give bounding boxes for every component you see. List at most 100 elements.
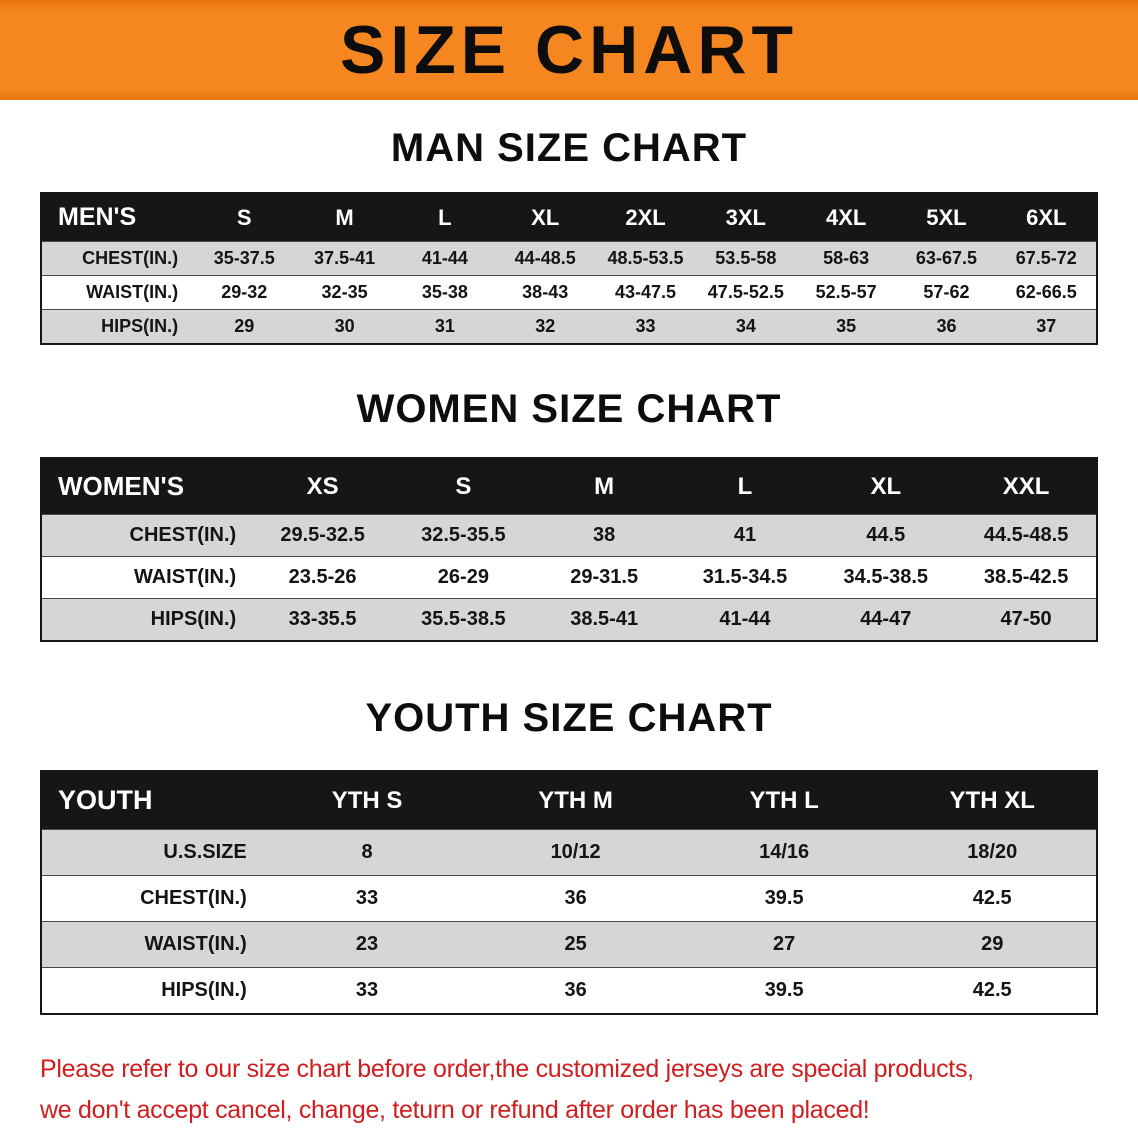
- value-cell: 23.5-26: [288, 566, 357, 588]
- size-header-cell: L: [674, 458, 816, 515]
- value-cell: 44-48.5: [514, 248, 576, 268]
- value-cell: 14/16: [759, 841, 810, 863]
- value-cell: 36: [564, 887, 587, 909]
- youth-size-chart-section: YOUTH SIZE CHART YOUTH YTH S YTH M YTH L YTH…: [0, 696, 1138, 1015]
- value-cell: 29: [234, 316, 255, 336]
- disclaimer-line-1: Please refer to our size chart before or…: [40, 1055, 974, 1083]
- value-cell: 33-35.5: [288, 608, 357, 630]
- row-label-cell: CHEST(IN.): [140, 887, 247, 909]
- value-cell: 44.5-48.5: [983, 524, 1069, 546]
- size-header-cell: 2XL: [595, 193, 696, 242]
- row-label-cell: HIPS(IN.): [101, 316, 179, 336]
- youth-size-table: YOUTH YTH S YTH M YTH L YTH XL U.S.SIZE 8 10/12…: [40, 770, 1098, 1015]
- value-cell: 31: [434, 316, 455, 336]
- size-header-cell: YTH XL: [888, 771, 1097, 830]
- size-header-cell: 4XL: [795, 193, 897, 242]
- size-header-cell: XXL: [956, 458, 1097, 515]
- row-label-cell: WAIST(IN.): [86, 282, 179, 302]
- size-header-cell: L: [394, 193, 496, 242]
- value-cell: 41: [733, 524, 757, 546]
- row-label-cell: HIPS(IN.): [161, 979, 247, 1001]
- value-cell: 41-44: [421, 248, 468, 268]
- value-cell: 32: [535, 316, 556, 336]
- value-cell: 36: [564, 979, 587, 1001]
- table-title-cell: WOMEN'S: [41, 458, 253, 515]
- table-row: CHEST(IN.) 29.5-32.5 32.5-35.5 38 41 44.5 44.5…: [41, 514, 1097, 557]
- value-cell: 48.5-53.5: [607, 248, 684, 268]
- value-cell: 35: [836, 316, 857, 336]
- value-cell: 42.5: [972, 887, 1012, 909]
- size-header-cell: M: [533, 458, 675, 515]
- table-row: WAIST(IN.) 29-32 32-35 35-38 38-43 43-47.5 47.…: [41, 275, 1097, 310]
- value-cell: 36: [936, 316, 957, 336]
- table-row: HIPS(IN.) 33-35.5 35.5-38.5 38.5-41 41-44 44-…: [41, 598, 1097, 641]
- value-cell: 52.5-57: [815, 282, 877, 302]
- value-cell: 53.5-58: [715, 248, 777, 268]
- value-cell: 34.5-38.5: [843, 566, 929, 588]
- size-header-cell: XL: [495, 193, 596, 242]
- value-cell: 23: [355, 933, 379, 955]
- value-cell: 29-32: [221, 282, 268, 302]
- size-chart-banner: SIZE CHART: [0, 0, 1138, 100]
- row-label-cell: WAIST(IN.): [133, 566, 237, 588]
- table-title-cell: YOUTH: [41, 771, 263, 830]
- value-cell: 44.5: [866, 524, 906, 546]
- banner-title: SIZE CHART: [340, 12, 798, 88]
- value-cell: 10/12: [550, 841, 601, 863]
- value-cell: 18/20: [967, 841, 1018, 863]
- size-header-cell: 3XL: [695, 193, 796, 242]
- value-cell: 31.5-34.5: [702, 566, 788, 588]
- women-size-chart-heading: WOMEN SIZE CHART: [356, 387, 782, 431]
- table-row: HIPS(IN.) 33 36 39.5 42.5: [41, 967, 1097, 1014]
- youth-size-chart-heading: YOUTH SIZE CHART: [365, 696, 773, 740]
- value-cell: 38.5-41: [570, 608, 639, 630]
- table-row: HIPS(IN.) 29 30 31 32 33 34 35 36 37: [41, 309, 1097, 344]
- size-header-cell: YTH S: [262, 771, 472, 830]
- value-cell: 32-35: [321, 282, 368, 302]
- value-cell: 29.5-32.5: [280, 524, 365, 546]
- value-cell: 33: [355, 979, 379, 1001]
- value-cell: 42.5: [972, 979, 1012, 1001]
- row-label-cell: CHEST(IN.): [129, 524, 237, 546]
- size-header-cell: 6XL: [996, 193, 1097, 242]
- size-header-cell: S: [194, 193, 295, 242]
- row-label-cell: U.S.SIZE: [163, 841, 247, 863]
- value-cell: 57-62: [923, 282, 970, 302]
- value-cell: 33: [355, 887, 379, 909]
- value-cell: 62-66.5: [1015, 282, 1077, 302]
- value-cell: 47.5-52.5: [707, 282, 784, 302]
- value-cell: 29-31.5: [570, 566, 639, 588]
- size-header-cell: 5XL: [896, 193, 997, 242]
- man-size-chart-section: MAN SIZE CHART MEN'S S M L XL 2XL 3XL 4XL 5XL 6XL…: [0, 126, 1138, 345]
- table-header-row: YOUTH YTH S YTH M YTH L YTH XL: [41, 771, 1097, 830]
- size-header-cell: XL: [815, 458, 957, 515]
- value-cell: 37.5-41: [314, 248, 376, 268]
- women-size-chart-section: WOMEN SIZE CHART WOMEN'S XS S M L XL XXL CHEST(…: [0, 387, 1138, 642]
- value-cell: 34: [735, 316, 756, 336]
- value-cell: 39.5: [764, 979, 804, 1001]
- value-cell: 44-47: [860, 608, 912, 630]
- size-header-cell: M: [294, 193, 395, 242]
- size-header-cell: YTH L: [679, 771, 889, 830]
- table-row: WAIST(IN.) 23.5-26 26-29 29-31.5 31.5-34.5 34…: [41, 556, 1097, 599]
- disclaimer: Please refer to our size chart before or…: [40, 1049, 1102, 1131]
- table-title-cell: MEN'S: [41, 193, 195, 242]
- value-cell: 39.5: [764, 887, 804, 909]
- disclaimer-line-2: we don't accept cancel, change, teturn o…: [40, 1096, 870, 1124]
- value-cell: 43-47.5: [614, 282, 677, 302]
- value-cell: 38: [593, 524, 616, 546]
- value-cell: 35.5-38.5: [421, 608, 506, 630]
- value-cell: 38-43: [522, 282, 569, 302]
- value-cell: 63-67.5: [915, 248, 977, 268]
- size-header-cell: YTH M: [471, 771, 680, 830]
- value-cell: 38.5-42.5: [983, 566, 1069, 588]
- man-size-chart-heading: MAN SIZE CHART: [390, 126, 748, 170]
- value-cell: 26-29: [437, 566, 489, 588]
- value-cell: 37: [1036, 316, 1057, 336]
- table-header-row: MEN'S S M L XL 2XL 3XL 4XL 5XL 6XL: [41, 193, 1097, 242]
- value-cell: 35-38: [421, 282, 468, 302]
- value-cell: 29: [981, 933, 1004, 955]
- row-label-cell: WAIST(IN.): [144, 933, 247, 955]
- value-cell: 27: [773, 933, 796, 955]
- value-cell: 32.5-35.5: [421, 524, 506, 546]
